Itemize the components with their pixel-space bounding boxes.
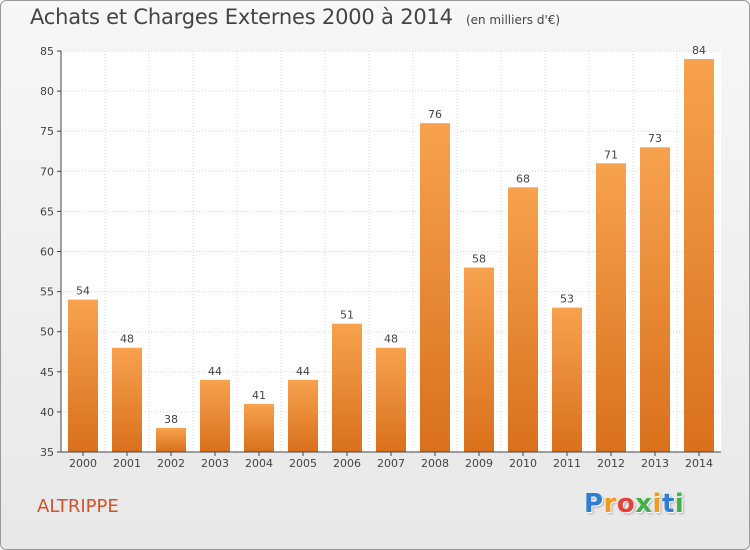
y-tick-label: 55 bbox=[40, 286, 54, 299]
logo-letter: o bbox=[616, 489, 636, 519]
bar-2007 bbox=[376, 347, 406, 452]
logo-letter: x bbox=[635, 489, 653, 519]
y-tick-label: 35 bbox=[40, 446, 54, 459]
bar-2009 bbox=[464, 267, 494, 452]
x-tick-label: 2014 bbox=[685, 457, 713, 470]
bar-2004 bbox=[244, 403, 274, 452]
x-tick-label: 2007 bbox=[377, 457, 405, 470]
logo-letter: t bbox=[661, 489, 675, 519]
y-tick-label: 70 bbox=[40, 165, 54, 178]
bar-2006 bbox=[332, 323, 362, 452]
logo-letter: P bbox=[584, 489, 604, 519]
bar-2000 bbox=[68, 299, 98, 452]
x-tick-label: 2002 bbox=[157, 457, 185, 470]
x-tick-label: 2011 bbox=[553, 457, 581, 470]
value-label: 44 bbox=[296, 365, 310, 378]
commune-name: ALTRIPPE bbox=[37, 496, 119, 517]
x-tick-label: 2010 bbox=[509, 457, 537, 470]
chart-title: Achats et Charges Externes 2000 à 2014 bbox=[30, 5, 453, 29]
x-tick-label: 2003 bbox=[201, 457, 229, 470]
y-tick-label: 50 bbox=[40, 326, 54, 339]
value-label: 76 bbox=[428, 108, 442, 121]
x-tick-label: 2009 bbox=[465, 457, 493, 470]
chart-subtitle: (en milliers d'€) bbox=[465, 13, 561, 27]
y-tick-label: 80 bbox=[40, 85, 54, 98]
y-tick-label: 45 bbox=[40, 366, 54, 379]
bar-2005 bbox=[288, 379, 318, 452]
value-label: 84 bbox=[692, 44, 706, 57]
y-tick-label: 40 bbox=[40, 406, 54, 419]
x-tick-label: 2001 bbox=[113, 457, 141, 470]
value-label: 38 bbox=[164, 413, 178, 426]
value-label: 48 bbox=[384, 333, 398, 346]
value-label: 51 bbox=[340, 309, 354, 322]
value-label: 54 bbox=[76, 285, 90, 298]
value-label: 48 bbox=[120, 333, 134, 346]
y-tick-label: 60 bbox=[40, 246, 54, 259]
value-label: 53 bbox=[560, 293, 574, 306]
value-label: 73 bbox=[648, 132, 662, 145]
logo-letter: i bbox=[674, 489, 685, 519]
bar-2012 bbox=[596, 163, 626, 452]
x-tick-label: 2013 bbox=[641, 457, 669, 470]
value-label: 58 bbox=[472, 253, 486, 266]
bar-2010 bbox=[508, 187, 538, 452]
bar-2011 bbox=[552, 307, 582, 452]
bar-2013 bbox=[640, 147, 670, 453]
x-tick-label: 2008 bbox=[421, 457, 449, 470]
y-tick-label: 85 bbox=[40, 45, 54, 58]
x-tick-label: 2000 bbox=[69, 457, 97, 470]
bar-2003 bbox=[200, 379, 230, 452]
bar-2002 bbox=[156, 427, 186, 452]
x-tick-label: 2005 bbox=[289, 457, 317, 470]
bar-2001 bbox=[112, 347, 142, 452]
y-tick-label: 65 bbox=[40, 205, 54, 218]
value-label: 71 bbox=[604, 148, 618, 161]
bar-2008 bbox=[420, 123, 450, 453]
x-tick-label: 2012 bbox=[597, 457, 625, 470]
x-tick-label: 2004 bbox=[245, 457, 273, 470]
proxiti-logo: Proxiti bbox=[584, 489, 684, 519]
y-tick-label: 75 bbox=[40, 125, 54, 138]
logo-letter: r bbox=[603, 489, 617, 519]
value-label: 41 bbox=[252, 389, 266, 402]
bar-2014 bbox=[684, 59, 714, 453]
x-tick-label: 2006 bbox=[333, 457, 361, 470]
value-label: 68 bbox=[516, 172, 530, 185]
logo-letter: i bbox=[652, 489, 662, 519]
chart-header: Achats et Charges Externes 2000 à 2014 (… bbox=[30, 5, 560, 29]
value-label: 44 bbox=[208, 365, 222, 378]
